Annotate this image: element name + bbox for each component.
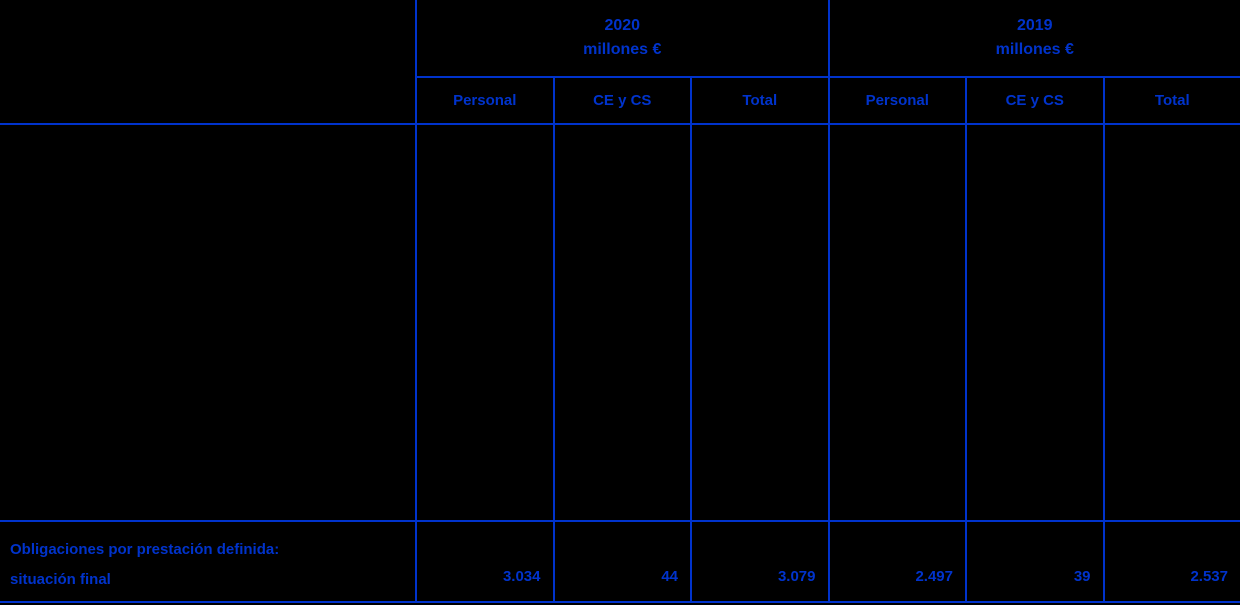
body-cell bbox=[965, 125, 1103, 520]
column-header-total-2019: Total bbox=[1102, 78, 1240, 123]
body-label-column bbox=[0, 125, 415, 520]
body-cell bbox=[415, 125, 553, 520]
body-cell bbox=[690, 125, 828, 520]
value-personal-2020: 3.034 bbox=[415, 522, 553, 601]
final-row-label: Obligaciones por prestación definida: si… bbox=[0, 522, 415, 601]
column-header-row: Personal CE y CS Total Personal CE y CS … bbox=[0, 78, 1240, 125]
column-header-ce-cs-2020: CE y CS bbox=[552, 78, 691, 123]
column-header-personal-2020: Personal bbox=[415, 78, 553, 123]
column-header-personal-2019: Personal bbox=[827, 78, 966, 123]
table-body-empty-area bbox=[0, 125, 1240, 520]
group-unit-2020: millones € bbox=[583, 41, 662, 58]
group-year-2019: 2019 bbox=[1016, 17, 1053, 34]
value-total-2020: 3.079 bbox=[690, 522, 828, 601]
body-cell bbox=[552, 125, 691, 520]
group-header-row: 2020 millones € 2019 millones € bbox=[0, 0, 1240, 78]
final-row-label-line1: Obligaciones por prestación definida: bbox=[10, 540, 280, 558]
final-row-label-line2: situación final bbox=[10, 570, 111, 588]
column-header-ce-cs-2019: CE y CS bbox=[965, 78, 1103, 123]
group-unit-2019: millones € bbox=[995, 41, 1074, 58]
header-empty-cell bbox=[0, 78, 415, 123]
group-header-2019: 2019 millones € bbox=[827, 0, 1240, 78]
final-totals-row: Obligaciones por prestación definida: si… bbox=[0, 520, 1240, 603]
value-ce-cs-2019: 39 bbox=[965, 522, 1103, 601]
value-total-2019: 2.537 bbox=[1102, 522, 1240, 601]
corner-empty-cell bbox=[0, 0, 415, 78]
body-cell bbox=[827, 125, 966, 520]
value-personal-2019: 2.497 bbox=[827, 522, 966, 601]
group-year-2020: 2020 bbox=[604, 17, 641, 34]
value-ce-cs-2020: 44 bbox=[552, 522, 691, 601]
body-cell bbox=[1102, 125, 1240, 520]
group-header-2020: 2020 millones € bbox=[415, 0, 828, 78]
column-header-total-2020: Total bbox=[690, 78, 828, 123]
